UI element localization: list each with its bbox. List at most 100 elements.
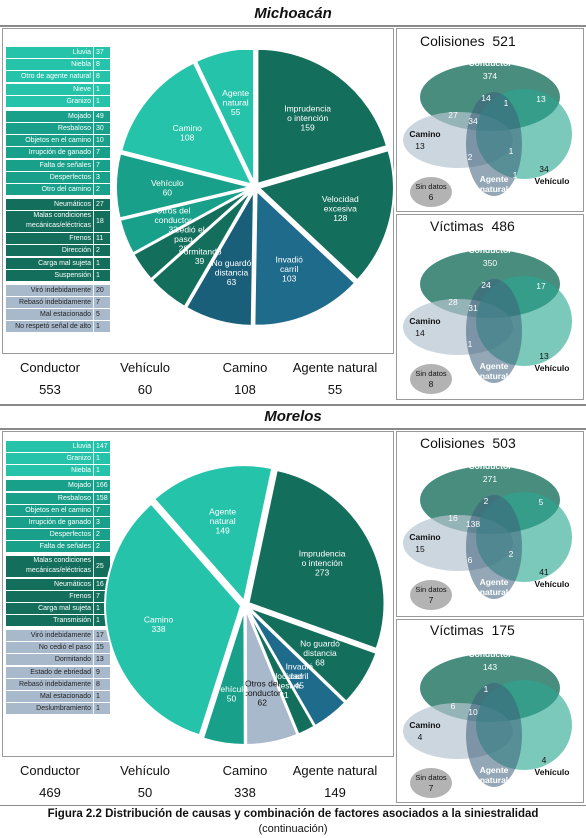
venn-value: 24 [481, 280, 491, 290]
pie-slice-value: 39 [195, 256, 205, 266]
venn-label-vehiculo: Vehículo [535, 767, 570, 777]
pie-slice-label: Imprudencia [284, 104, 331, 114]
legend-item-value: 13 [93, 654, 110, 666]
legend-item-value: 1 [93, 269, 110, 281]
legend-item: Lluvia 37 [6, 47, 110, 58]
total-label: Vehículo [120, 360, 170, 375]
legend-item: Malas condiciones mecánicas/eléctricas 25 [6, 556, 110, 578]
legend-item: Granizo 1 [6, 95, 110, 107]
pie-slice-value: 273 [315, 568, 329, 578]
section-title-michoacan: Michoacán [254, 5, 332, 22]
total-value: 149 [324, 785, 346, 800]
venn-value: 13 [536, 94, 546, 104]
legend-item: Resbaloso 30 [6, 122, 110, 134]
venn-label-conductor: Conductor [469, 649, 513, 659]
legend-item-label: No cedió el paso [38, 644, 91, 652]
venn-set-sin-datos [410, 177, 452, 207]
pie-slice-label: Velocidad [265, 671, 302, 681]
legend-item-value: 147 [93, 441, 110, 452]
legend-item-label: Neumáticos [54, 580, 91, 588]
legend-item: Falta de señales 2 [6, 541, 110, 553]
legend-item-label: Dirección [61, 247, 91, 255]
venn-value: 34 [539, 164, 549, 174]
venn-value: 374 [483, 71, 497, 81]
venn-value: 1 [509, 146, 514, 156]
venn-diagram-colisiones-mor: Conductor 271 Camino 15 Vehículo 41 Agentenatu… [403, 461, 572, 610]
total-label: Agente natural [292, 360, 378, 375]
venn-value: 13 [539, 351, 549, 361]
venn-diagram-victimas-mor: Conductor 143 Camino 4 Vehículo 4 Agentenatura… [403, 649, 572, 798]
venn-value: 1 [484, 684, 489, 694]
venn-set-agente [466, 279, 522, 383]
pie-slice [256, 148, 395, 282]
pie-slice-label: Camino [173, 123, 203, 133]
legend-item-label: Transmisión [53, 617, 91, 625]
totals-michoacan: Conductor 553 Vehículo 60 Camino 108 Agente na… [0, 360, 392, 400]
legend-item-label: Suspensión [54, 271, 91, 279]
legend-item-value: 8 [93, 59, 110, 71]
legend-item-label: Rebasó indebidamente [19, 680, 91, 688]
legend-item: Carga mal sujeta 1 [6, 257, 110, 269]
pie-slice-value: 62 [258, 697, 268, 707]
legend-item-value: 1 [93, 321, 110, 333]
legend-item-value: 8 [93, 678, 110, 690]
legend-item-label: Nieve [73, 85, 91, 93]
venn-set-sin-datos [410, 768, 452, 798]
legend-item-label: Deslumbramiento [36, 705, 91, 713]
legend-item-label: Irrupción de ganado [28, 518, 91, 526]
legend-item-label: Carga mal sujeta [38, 259, 91, 267]
venn-label-camino: Camino [409, 316, 440, 326]
venn-label-vehiculo: Vehículo [535, 176, 570, 186]
pie-slice [119, 61, 254, 186]
venn-value: 2 [468, 152, 473, 162]
pie-slice-value: 55 [231, 107, 241, 117]
legend-item: Lluvia 147 [6, 441, 110, 452]
legend-item: Mal estacionado 5 [6, 309, 110, 321]
legend-item-value: 1 [93, 453, 110, 465]
legend-item-label: Rebasó indebidamente [19, 299, 91, 306]
pie-slice-label: Vehículo [215, 684, 248, 694]
legend-item-value: 27 [93, 198, 110, 210]
legend-item-label: Resbaloso [57, 124, 91, 132]
venn-value: 15 [415, 544, 425, 554]
legend-item-value: 16 [93, 578, 110, 590]
legend-morelos: Lluvia 147 Granizo 1 Niebla 1 Mojado 166 Resbalo… [6, 441, 110, 715]
legend-item-label: Mojado [68, 112, 91, 120]
legend-item-value: 1 [93, 95, 110, 107]
legend-item-value: 1 [93, 257, 110, 269]
venn-label-sin-datos: Sin datos [415, 585, 447, 594]
pie-slice-value: 103 [282, 273, 296, 283]
legend-item-value: 11 [93, 233, 110, 245]
legend-item-value: 37 [93, 47, 110, 58]
legend-item-label: Neumáticos [54, 200, 91, 208]
venn-value: 34 [468, 116, 478, 126]
legend-item-value: 2 [93, 541, 110, 553]
pie-slice-value: 149 [216, 525, 230, 535]
venn-label-sin-datos: Sin datos [415, 773, 447, 782]
venn-label-conductor: Conductor [469, 58, 513, 68]
pie-slice-label: Agente [209, 506, 236, 516]
legend-item: No cedió el paso 15 [6, 642, 110, 654]
legend-item-value: 15 [93, 642, 110, 654]
pie-slice-label: o intención [287, 113, 328, 123]
pie-slice-label: natural [210, 516, 236, 526]
legend-item-label: Estado de ebriedad [30, 668, 91, 676]
pie-slice-value: 28 [179, 243, 189, 253]
legend-item-value: 2 [93, 245, 110, 257]
venn-value: 138 [466, 519, 480, 529]
venn-label-agente: Agente [480, 577, 509, 587]
pie-slice-label: natural [223, 98, 249, 108]
legend-item: Niebla 1 [6, 465, 110, 477]
section-title-morelos: Morelos [264, 408, 322, 425]
venn-value: 2 [509, 549, 514, 559]
legend-item-value: 9 [93, 666, 110, 678]
venn-title-victimas-mor: Víctimas 175 [430, 622, 515, 638]
legend-item-value: 158 [93, 492, 110, 504]
venn-title-victimas-mich: Víctimas 486 [430, 218, 515, 234]
legend-item-value: 49 [93, 110, 110, 122]
legend-item-value: 7 [93, 147, 110, 159]
legend-item: Rebasó indebidamente 7 [6, 297, 110, 308]
pie-slice-label: Invadió [286, 661, 314, 671]
pie-slice-label: Imprudencia [299, 549, 346, 559]
pie-slice-value: 33 [168, 224, 178, 234]
